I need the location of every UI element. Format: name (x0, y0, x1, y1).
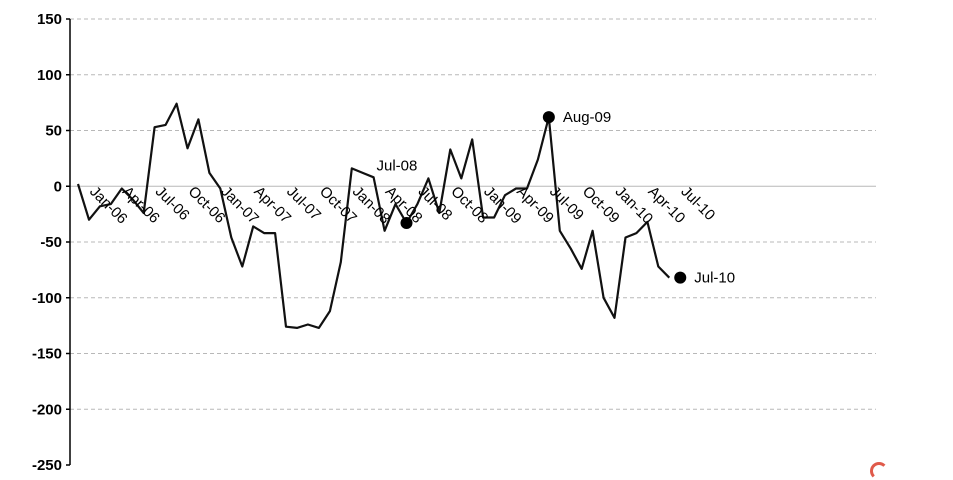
y-tick-label: 50 (45, 123, 62, 140)
series-line (76, 102, 671, 329)
point-label: Jul-10 (694, 270, 735, 287)
y-tick-label: -150 (32, 346, 62, 363)
highlighted-point-marker (400, 217, 413, 230)
y-tick-label: 150 (37, 11, 62, 28)
series-layer (76, 102, 671, 329)
y-tick-label: -250 (32, 457, 62, 473)
highlighted-point-marker (542, 111, 555, 124)
y-tick-label: 100 (37, 67, 62, 84)
y-tick-label: -50 (40, 234, 62, 251)
corner-logo-icon (870, 462, 888, 480)
marker-layer (400, 111, 687, 284)
axis-layer: 150 100 50 0 -50 -100 -150 -200 -250 (32, 11, 71, 474)
grid-layer (70, 18, 876, 410)
y-tick-label: -200 (32, 401, 62, 418)
point-label: Jul-08 (377, 158, 418, 175)
point-label: Aug-09 (563, 109, 611, 126)
y-tick-label: 0 (54, 178, 62, 195)
highlighted-point-marker (674, 271, 687, 284)
y-tick-label: -100 (32, 290, 62, 307)
